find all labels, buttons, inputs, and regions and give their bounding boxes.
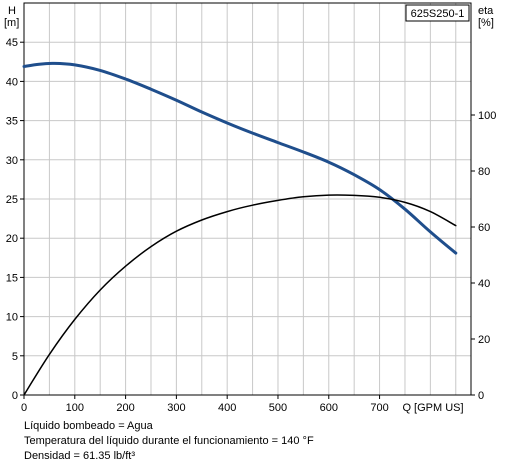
x-tick-label: 400 — [218, 402, 236, 414]
left-tick-label: 30 — [6, 155, 18, 167]
left-tick-label: 5 — [12, 351, 18, 363]
x-tick-label: 300 — [167, 402, 185, 414]
right-tick-label: 0 — [478, 390, 484, 402]
efficiency-curve — [23, 194, 457, 396]
right-tick-label: 40 — [478, 278, 490, 290]
right-tick-label: 20 — [478, 334, 490, 346]
left-tick-label: 20 — [6, 233, 18, 245]
left-axis-unit-label: H — [8, 5, 16, 17]
grid — [24, 3, 471, 395]
operating-notes: Líquido bombeado = Agua Temperatura del … — [24, 419, 314, 464]
x-tick-label: 0 — [21, 402, 27, 414]
left-tick-label: 15 — [6, 272, 18, 284]
left-tick-label: 40 — [6, 76, 18, 88]
model-label-box — [405, 4, 470, 22]
right-tick-label: 60 — [478, 222, 490, 234]
right-axis-unit: [%] — [478, 17, 494, 29]
x-axis-ticks: 0 100 200 300 400 500 600 700 — [21, 395, 389, 414]
x-axis-label: Q [GPM US] — [402, 402, 463, 414]
left-tick-label: 25 — [6, 194, 18, 206]
x-tick-label: 500 — [269, 402, 287, 414]
model-label: 625S250-1 — [411, 8, 465, 20]
note-pumped-liquid: Líquido bombeado = Agua — [24, 420, 153, 432]
x-tick-label: 100 — [66, 402, 84, 414]
right-tick-label: 100 — [478, 110, 496, 122]
left-axis-unit: [m] — [4, 17, 19, 29]
x-tick-label: 200 — [116, 402, 134, 414]
left-tick-label: 45 — [6, 37, 18, 49]
note-liquid-temperature: Temperatura del líquido durante el funci… — [24, 435, 314, 447]
curves — [22, 61, 458, 396]
head-curve — [22, 61, 458, 255]
left-tick-label: 35 — [6, 116, 18, 128]
x-tick-label: 700 — [370, 402, 388, 414]
left-axis-ticks: 0 5 10 15 20 25 30 35 40 45 — [6, 37, 24, 402]
right-axis-ticks: 0 20 40 60 80 100 — [471, 110, 496, 402]
right-axis-unit-label: eta — [478, 5, 494, 17]
x-tick-label: 600 — [320, 402, 338, 414]
left-tick-label: 10 — [6, 312, 18, 324]
right-tick-label: 80 — [478, 166, 490, 178]
left-tick-label: 0 — [12, 390, 18, 402]
note-density: Densidad = 61.35 lb/ft³ — [24, 450, 135, 462]
